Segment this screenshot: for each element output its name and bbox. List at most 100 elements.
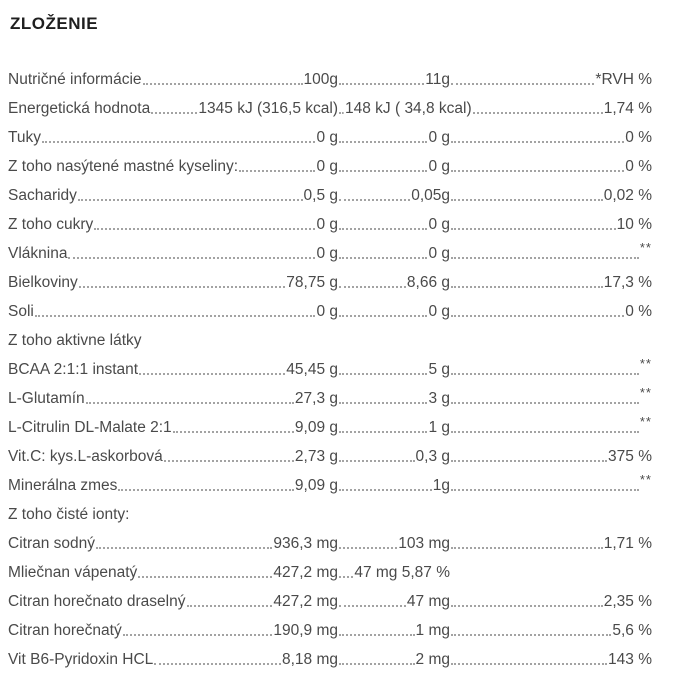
value-per-serving: 5 g <box>428 361 450 378</box>
rvh-leader <box>451 170 625 172</box>
serving-zone: 0 g <box>338 244 450 263</box>
value-per-serving: 47 mg <box>406 593 450 610</box>
value-rvh: 2,35 % <box>603 593 652 610</box>
serving-zone: 148 kJ ( 34,8 kcal) <box>338 99 472 118</box>
value-per-100g: 0 g <box>316 216 338 233</box>
row-label: Z toho nasýtené mastné kyseliny: <box>8 158 239 175</box>
rvh-leader <box>451 663 608 665</box>
rvh-leader <box>451 634 612 636</box>
rvh-zone: 10 % <box>450 215 652 234</box>
dot-leader <box>339 634 415 636</box>
value-per-serving: 0 g <box>428 245 450 262</box>
value-per-100g: 936,3 mg <box>273 535 338 552</box>
value-per-serving: 1 mg <box>415 622 450 639</box>
value-per-serving: 0,05g <box>411 187 450 204</box>
label-zone: Z toho nasýtené mastné kyseliny: 0 g <box>8 157 338 176</box>
rvh-zone: 0 % <box>450 128 652 147</box>
dot-leader <box>172 431 294 433</box>
dot-leader <box>151 112 198 114</box>
value-per-serving: 3 g <box>428 390 450 407</box>
table-row: Vit B6-Pyridoxin HCL 8,18 mg 2 mg 143 % <box>8 640 652 669</box>
rvh-zone: 375 % <box>450 447 652 466</box>
dot-leader <box>186 605 273 607</box>
dot-leader <box>339 489 432 491</box>
dot-leader <box>42 141 316 143</box>
rvh-leader <box>451 83 595 85</box>
nutrition-table: Nutričné informácie 100g 11g *RVH % Ener… <box>8 60 652 669</box>
rvh-leader <box>451 460 608 462</box>
value-per-100g: 45,45 g <box>286 361 338 378</box>
rvh-leader <box>451 315 625 317</box>
label-zone: Vláknina 0 g <box>8 244 338 263</box>
serving-zone: 0,05g <box>338 186 450 205</box>
row-label: Bielkoviny <box>8 274 78 291</box>
table-row: Bielkoviny 78,75 g 8,66 g 17,3 % <box>8 263 652 292</box>
table-row: Soli 0 g 0 g 0 % <box>8 292 652 321</box>
label-zone: Soli 0 g <box>8 302 338 321</box>
dot-leader <box>339 402 428 404</box>
rvh-leader <box>451 489 639 491</box>
dot-leader <box>122 634 273 636</box>
dot-leader <box>339 286 406 288</box>
value-per-serving: 103 mg <box>398 535 450 552</box>
serving-zone: 1 mg <box>338 621 450 640</box>
dot-leader <box>339 199 411 201</box>
label-zone: Nutričné informácie 100g <box>8 70 338 89</box>
value-per-100g: 190,9 mg <box>273 622 338 639</box>
value-per-100g: 0,5 g <box>303 187 338 204</box>
serving-zone: 11g <box>338 70 450 89</box>
dot-leader <box>339 141 428 143</box>
row-label: L-Glutamín <box>8 390 85 407</box>
serving-zone: 47 mg <box>338 592 450 611</box>
rvh-zone: 143 % <box>450 650 652 669</box>
rvh-zone: 5,6 % <box>450 621 652 640</box>
table-row: Citran sodný 936,3 mg 103 mg 1,71 % <box>8 524 652 553</box>
dot-leader <box>339 83 425 85</box>
dot-leader <box>339 373 428 375</box>
serving-zone: 3 g <box>338 389 450 408</box>
label-zone: Citran horečnato draselný 427,2 mg <box>8 592 338 611</box>
dot-leader <box>34 315 316 317</box>
value-rvh: 0 % <box>625 303 652 320</box>
dot-leader <box>339 315 428 317</box>
row-label: Vit B6-Pyridoxin HCL <box>8 651 154 668</box>
dot-leader <box>339 547 398 549</box>
dot-leader <box>163 460 294 462</box>
rvh-zone: 0,02 % <box>450 186 652 205</box>
value-per-serving: 1g <box>432 477 450 494</box>
value-per-100g: 427,2 mg <box>273 593 338 610</box>
dot-leader <box>142 83 303 85</box>
value-per-100g: 9,09 g <box>294 477 338 494</box>
dot-leader <box>139 373 286 375</box>
page-title: ZLOŽENIE <box>10 14 99 33</box>
row-label: Soli <box>8 303 34 320</box>
dot-leader <box>154 663 281 665</box>
serving-zone: 0 g <box>338 128 450 147</box>
rvh-zone: ** <box>450 356 652 379</box>
row-label: Nutričné informácie <box>8 71 142 88</box>
row-label: Mliečnan vápenatý <box>8 564 138 581</box>
dot-leader <box>339 228 428 230</box>
serving-zone: 103 mg <box>338 534 450 553</box>
value-per-100g: 100g <box>303 71 338 88</box>
dot-leader <box>138 576 273 578</box>
dot-leader <box>94 228 316 230</box>
value-per-100g: 1345 kJ (316,5 kcal) <box>198 100 338 117</box>
label-zone: Sacharidy 0,5 g <box>8 186 338 205</box>
row-label: Minerálna zmes <box>8 477 118 494</box>
rvh-zone: ** <box>450 385 652 408</box>
row-label: Citran horečnato draselný <box>8 593 186 610</box>
dot-leader <box>78 286 286 288</box>
dot-leader <box>339 663 415 665</box>
value-per-100g: 427,2 mg <box>273 564 338 581</box>
rvh-leader <box>451 547 603 549</box>
dot-leader <box>339 431 428 433</box>
rvh-leader <box>451 199 603 201</box>
label-zone: L-Glutamín 27,3 g <box>8 389 338 408</box>
dot-leader <box>68 257 316 259</box>
value-rvh: 0,02 % <box>603 187 652 204</box>
value-rvh: 0 % <box>625 158 652 175</box>
value-per-serving: 148 kJ ( 34,8 kcal) <box>345 100 472 117</box>
value-per-100g: 78,75 g <box>286 274 338 291</box>
dot-leader <box>118 489 294 491</box>
